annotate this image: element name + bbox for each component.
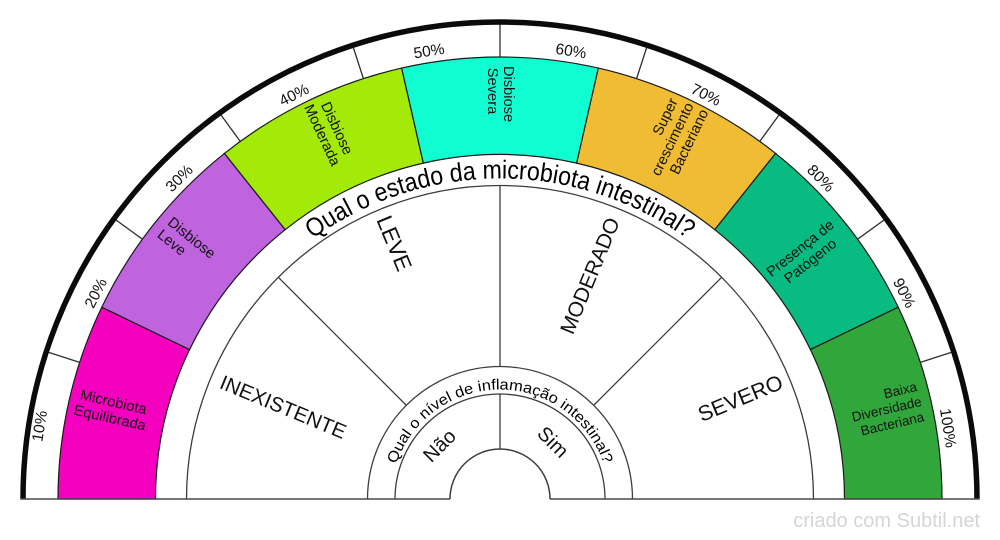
svg-text:100%: 100%: [936, 407, 959, 449]
svg-text:INEXISTENTE: INEXISTENTE: [217, 371, 350, 444]
svg-text:Sim: Sim: [532, 423, 572, 463]
svg-text:50%: 50%: [412, 41, 446, 63]
svg-text:SEVERO: SEVERO: [695, 370, 787, 426]
svg-text:LEVE: LEVE: [371, 212, 416, 275]
svg-text:10%: 10%: [29, 409, 51, 443]
svg-text:criado com Subtil.net: criado com Subtil.net: [793, 510, 980, 532]
svg-text:60%: 60%: [554, 41, 588, 63]
svg-text:MODERADO: MODERADO: [556, 214, 625, 337]
svg-text:BaixaDiversidadeBacteriana: BaixaDiversidadeBacteriana: [847, 378, 927, 439]
svg-text:DisbioseSevera: DisbioseSevera: [484, 66, 516, 122]
svg-text:Não: Não: [419, 425, 461, 467]
